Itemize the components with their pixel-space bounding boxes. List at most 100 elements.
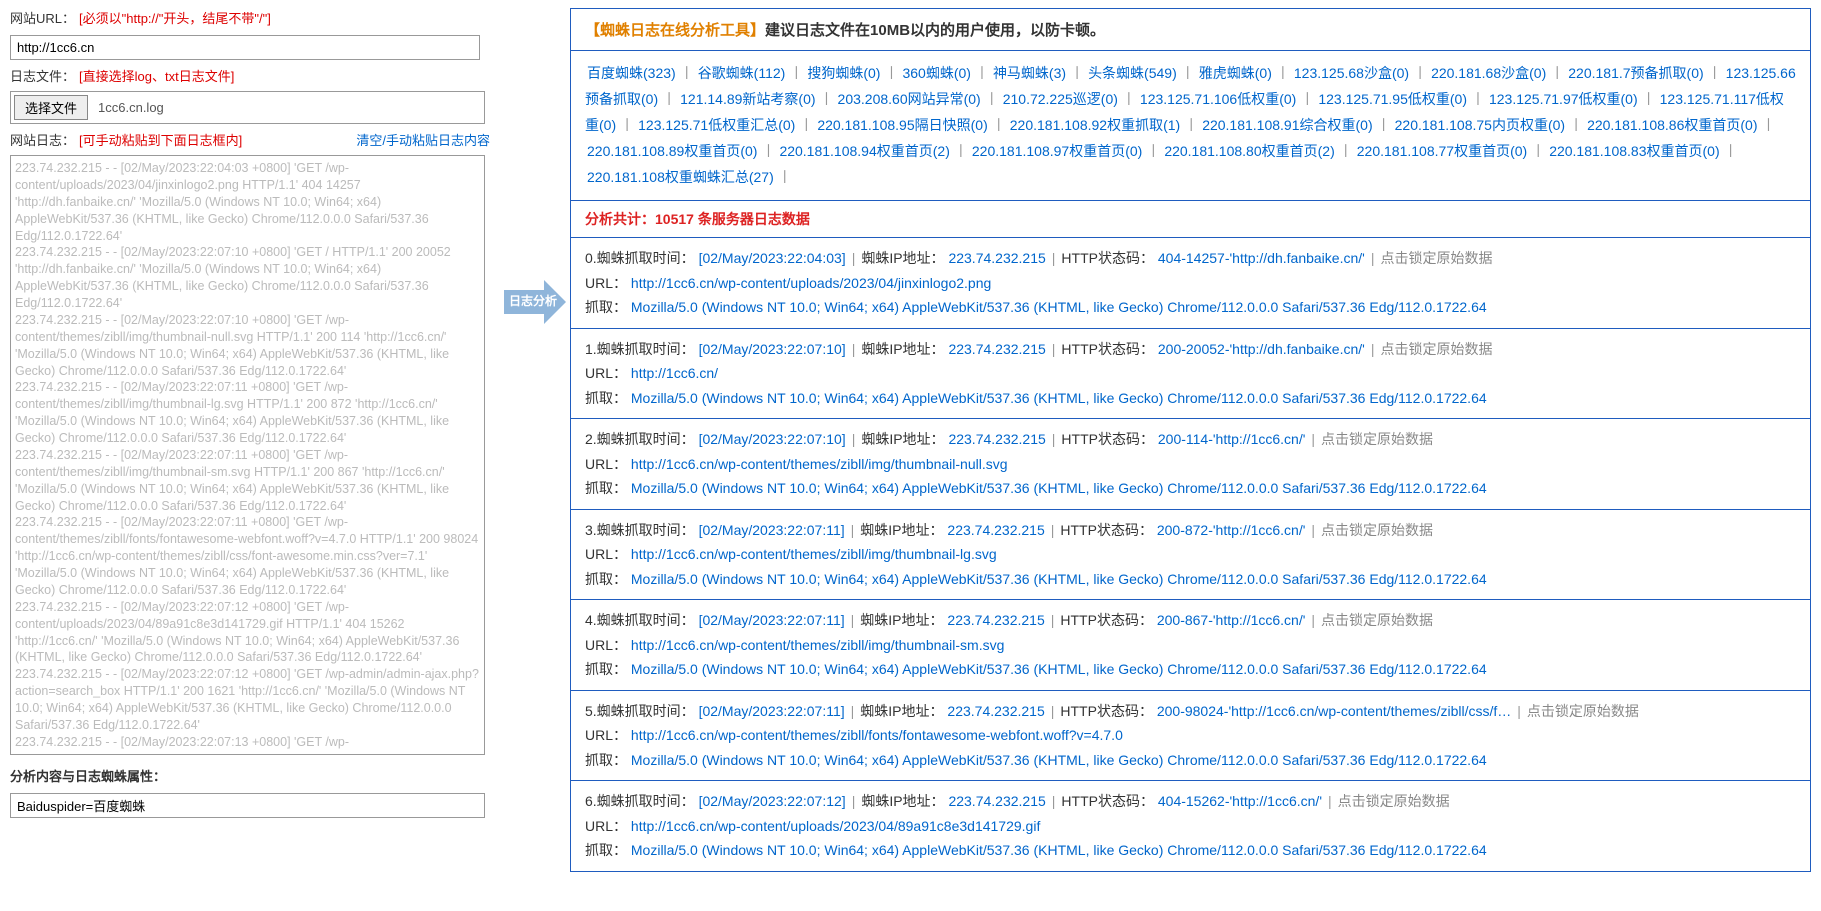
spider-filter-link[interactable]: 123.125.68沙盒(0): [1294, 65, 1409, 81]
separator: 丨: [985, 91, 999, 107]
lock-raw-link[interactable]: 点击锁定原始数据: [1338, 793, 1450, 809]
entry-url[interactable]: http://1cc6.cn/wp-content/themes/zibll/f…: [631, 727, 1123, 743]
url-input[interactable]: [10, 35, 480, 60]
entry-index: 4.蜘蛛抓取时间：: [585, 612, 695, 628]
separator: 丨: [761, 143, 775, 159]
separator: 丨: [1070, 65, 1084, 81]
separator: 丨: [1471, 91, 1485, 107]
lock-raw-link[interactable]: 点击锁定原始数据: [1321, 431, 1433, 447]
url-hint: [必须以"http://"开头，结尾不带"/"]: [79, 8, 271, 27]
spider-filter-link[interactable]: 220.181.7预备抓取(0): [1568, 65, 1703, 81]
entry-url[interactable]: http://1cc6.cn/wp-content/themes/zibll/i…: [631, 456, 1008, 472]
spider-filter-link[interactable]: 220.181.108.97权重首页(0): [972, 143, 1142, 159]
choose-file-button[interactable]: 选择文件: [14, 95, 88, 120]
spider-filter-link[interactable]: 220.181.108.94权重首页(2): [779, 143, 949, 159]
lock-raw-link[interactable]: 点击锁定原始数据: [1380, 250, 1492, 266]
spider-filter-link[interactable]: 220.181.108.89权重首页(0): [587, 143, 757, 159]
spider-filter-link[interactable]: 谷歌蜘蛛(112): [698, 65, 786, 81]
entry-url[interactable]: http://1cc6.cn/wp-content/themes/zibll/i…: [631, 546, 997, 562]
separator: 丨: [1413, 65, 1427, 81]
summary-text: 分析共计：10517 条服务器日志数据: [571, 201, 1810, 238]
spider-filter-link[interactable]: 220.181.108.95隔日快照(0): [817, 117, 987, 133]
entry-url[interactable]: http://1cc6.cn/: [631, 365, 718, 381]
spider-filter-link[interactable]: 123.125.71.106低权重(0): [1140, 91, 1296, 107]
entry-ip: 223.74.232.215: [947, 703, 1044, 719]
log-textarea[interactable]: [10, 155, 485, 755]
spider-filter-link[interactable]: 220.181.108.77权重首页(0): [1357, 143, 1527, 159]
entry-ip: 223.74.232.215: [947, 522, 1044, 538]
entry-status: 404-15262-'http://1cc6.cn/': [1158, 793, 1322, 809]
entry-ip: 223.74.232.215: [947, 612, 1044, 628]
log-entry: 2.蜘蛛抓取时间： [02/May/2023:22:07:10]|蜘蛛IP地址：…: [571, 419, 1810, 510]
entry-status: 200-872-'http://1cc6.cn/': [1157, 522, 1306, 538]
spider-filter-link[interactable]: 123.125.71.97低权重(0): [1489, 91, 1638, 107]
lock-raw-link[interactable]: 点击锁定原始数据: [1527, 703, 1639, 719]
spider-filter-link[interactable]: 220.181.108.92权重抓取(1): [1010, 117, 1180, 133]
lock-raw-link[interactable]: 点击锁定原始数据: [1380, 341, 1492, 357]
separator: 丨: [1377, 117, 1391, 133]
clear-paste-link[interactable]: 清空/手动粘贴日志内容: [356, 130, 490, 149]
entry-time: [02/May/2023:22:07:10]: [699, 341, 846, 357]
spider-filter-link[interactable]: 123.125.71低权重汇总(0): [638, 117, 795, 133]
spider-filter-link[interactable]: 百度蜘蛛(323): [587, 65, 676, 81]
entry-agent: Mozilla/5.0 (Windows NT 10.0; Win64; x64…: [631, 842, 1487, 858]
entry-index: 1.蜘蛛抓取时间：: [585, 341, 695, 357]
separator: 丨: [820, 91, 834, 107]
spider-filter-link[interactable]: 220.181.68沙盒(0): [1431, 65, 1546, 81]
entry-url[interactable]: http://1cc6.cn/wp-content/uploads/2023/0…: [631, 275, 991, 291]
entry-agent: Mozilla/5.0 (Windows NT 10.0; Win64; x64…: [631, 571, 1487, 587]
spider-filter-link[interactable]: 搜狗蜘蛛(0): [807, 65, 880, 81]
entry-status: 200-867-'http://1cc6.cn/': [1157, 612, 1306, 628]
log-entry: 0.蜘蛛抓取时间： [02/May/2023:22:04:03]|蜘蛛IP地址：…: [571, 238, 1810, 329]
separator: 丨: [1550, 65, 1564, 81]
log-hint: [可手动粘贴到下面日志框内]: [79, 130, 242, 149]
spider-filter-link[interactable]: 头条蜘蛛(549): [1088, 65, 1177, 81]
spider-filter-link[interactable]: 220.181.108.75内页权重(0): [1395, 117, 1565, 133]
entry-status: 404-14257-'http://dh.fanbaike.cn/': [1158, 250, 1365, 266]
separator: 丨: [1300, 91, 1314, 107]
entry-index: 3.蜘蛛抓取时间：: [585, 522, 695, 538]
entry-ip: 223.74.232.215: [948, 341, 1045, 357]
separator: 丨: [1339, 143, 1353, 159]
file-label: 日志文件：: [10, 66, 75, 85]
analyze-label: 日志分析: [504, 292, 562, 309]
lock-raw-link[interactable]: 点击锁定原始数据: [1321, 522, 1433, 538]
separator: 丨: [1708, 65, 1722, 81]
log-entry: 4.蜘蛛抓取时间： [02/May/2023:22:07:11]|蜘蛛IP地址：…: [571, 600, 1810, 691]
entry-time: [02/May/2023:22:07:11]: [699, 522, 845, 538]
separator: 丨: [1724, 143, 1738, 159]
separator: 丨: [1146, 143, 1160, 159]
entry-index: 2.蜘蛛抓取时间：: [585, 431, 695, 447]
spider-filter-link[interactable]: 220.181.108权重蜘蛛汇总(27): [587, 169, 774, 185]
spider-filter-link[interactable]: 神马蜘蛛(3): [993, 65, 1066, 81]
entry-url[interactable]: http://1cc6.cn/wp-content/themes/zibll/i…: [631, 637, 1005, 653]
attr-label: 分析内容与日志蜘蛛属性：: [10, 766, 166, 785]
spider-filter-link[interactable]: 121.14.89新站考察(0): [680, 91, 815, 107]
spider-filter-link[interactable]: 220.181.108.86权重首页(0): [1587, 117, 1757, 133]
separator: 丨: [789, 65, 803, 81]
spider-filter-link[interactable]: 雅虎蜘蛛(0): [1199, 65, 1272, 81]
lock-raw-link[interactable]: 点击锁定原始数据: [1321, 612, 1433, 628]
spider-filter-link[interactable]: 210.72.225巡逻(0): [1003, 91, 1118, 107]
spider-filter-link[interactable]: 360蜘蛛(0): [902, 65, 970, 81]
spider-filter-link[interactable]: 220.181.108.91综合权重(0): [1202, 117, 1372, 133]
separator: 丨: [1531, 143, 1545, 159]
spider-filter-link[interactable]: 220.181.108.83权重首页(0): [1549, 143, 1719, 159]
entry-status: 200-98024-'http://1cc6.cn/wp-content/the…: [1157, 703, 1511, 719]
notice-text: 建议日志文件在10MB以内的用户使用，以防卡顿。: [765, 22, 1105, 39]
entry-ip: 223.74.232.215: [948, 793, 1045, 809]
analyze-button[interactable]: 日志分析: [504, 280, 566, 324]
spider-filter-link[interactable]: 203.208.60网站异常(0): [838, 91, 981, 107]
spider-filter-link[interactable]: 220.181.108.80权重首页(2): [1164, 143, 1334, 159]
separator: 丨: [1762, 117, 1776, 133]
entry-url[interactable]: http://1cc6.cn/wp-content/uploads/2023/0…: [631, 818, 1040, 834]
file-hint: [直接选择log、txt日志文件]: [79, 66, 234, 85]
separator: 丨: [884, 65, 898, 81]
separator: 丨: [954, 143, 968, 159]
separator: 丨: [799, 117, 813, 133]
spider-filter-link[interactable]: 123.125.71.95低权重(0): [1318, 91, 1467, 107]
attr-input[interactable]: [10, 793, 485, 818]
separator: 丨: [1569, 117, 1583, 133]
entry-ip: 223.74.232.215: [948, 250, 1045, 266]
entry-index: 5.蜘蛛抓取时间：: [585, 703, 695, 719]
